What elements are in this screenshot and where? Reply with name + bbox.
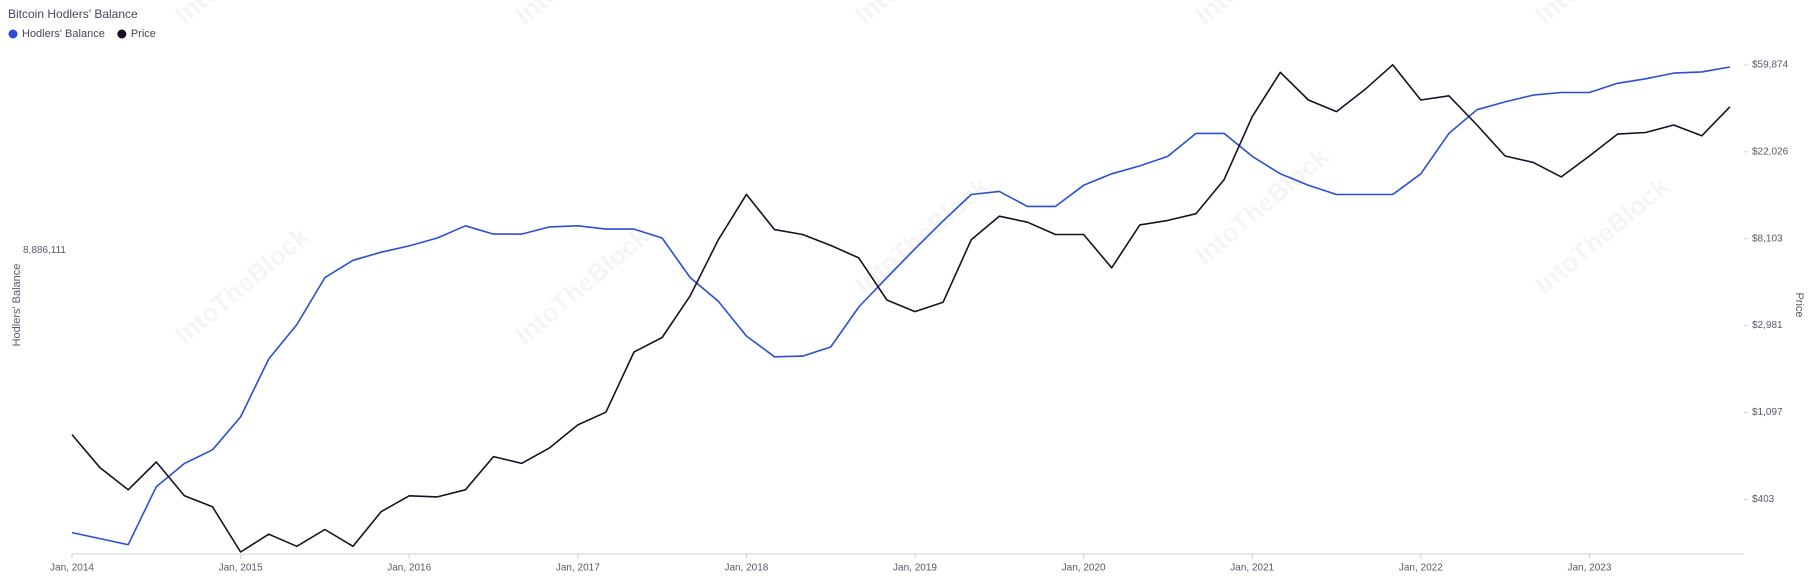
y2-tick-label: $8,103 bbox=[1752, 233, 1783, 244]
y2-tick-label: $59,874 bbox=[1752, 60, 1789, 71]
watermark: IntoTheBlock bbox=[1529, 0, 1675, 30]
y2-tick-label: $1,097 bbox=[1752, 407, 1783, 418]
watermark: IntoTheBlock bbox=[509, 0, 655, 30]
watermark: IntoTheBlock bbox=[509, 221, 655, 350]
x-tick-label: Jan, 2014 bbox=[50, 563, 94, 574]
x-tick-label: Jan, 2015 bbox=[219, 563, 263, 574]
x-tick-label: Jan, 2017 bbox=[556, 563, 600, 574]
watermark: IntoTheBlock bbox=[849, 171, 995, 300]
legend-label: Price bbox=[131, 28, 156, 40]
y-axis-label: Hodlers' Balance bbox=[11, 264, 23, 347]
x-tick-label: Jan, 2016 bbox=[387, 563, 431, 574]
series-line bbox=[71, 66, 1731, 546]
watermark: IntoTheBlock bbox=[849, 0, 995, 30]
y2-tick-label: $22,026 bbox=[1752, 146, 1789, 157]
y2-tick-label: $2,981 bbox=[1752, 320, 1783, 331]
legend-label: Hodlers' Balance bbox=[22, 28, 105, 40]
y2-axis-label: Price bbox=[1793, 292, 1805, 317]
watermark: IntoTheBlock bbox=[1189, 141, 1335, 270]
legend-swatch bbox=[8, 29, 18, 39]
legend-swatch bbox=[117, 29, 127, 39]
x-tick-label: Jan, 2019 bbox=[893, 563, 937, 574]
watermark: IntoTheBlock bbox=[1529, 171, 1675, 300]
x-tick-label: Jan, 2022 bbox=[1399, 563, 1443, 574]
series-line bbox=[71, 64, 1731, 553]
y2-tick-label: $403 bbox=[1752, 494, 1775, 505]
watermark: IntoTheBlock bbox=[169, 0, 315, 30]
x-tick-label: Jan, 2018 bbox=[724, 563, 768, 574]
y-tick-label: 8,886,111 bbox=[23, 245, 66, 256]
x-tick-label: Jan, 2020 bbox=[1062, 563, 1106, 574]
chart-title: Bitcoin Hodlers' Balance bbox=[8, 7, 138, 21]
x-tick-label: Jan, 2023 bbox=[1567, 563, 1611, 574]
watermark: IntoTheBlock bbox=[1189, 0, 1335, 30]
x-tick-label: Jan, 2021 bbox=[1230, 563, 1274, 574]
